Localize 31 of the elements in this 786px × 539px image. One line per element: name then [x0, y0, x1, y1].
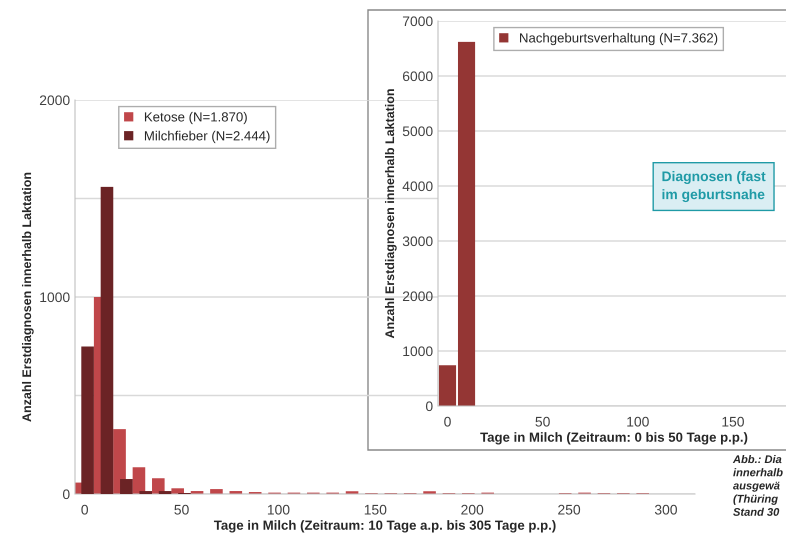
y-tick-label: 2000 [402, 291, 433, 302]
x-tick-label: 150 [722, 416, 744, 427]
y-tick-label: 0 [62, 489, 70, 500]
y-tick-label: 7000 [402, 16, 433, 26]
x-tick-label: 100 [268, 504, 290, 515]
y-tick-label: 5000 [402, 126, 433, 136]
y-tick-label: 0 [426, 401, 433, 412]
x-tick-label: 200 [461, 504, 484, 515]
x-tick-label: 150 [364, 504, 386, 515]
y-axis-title: Anzahl Erstdiagnosen innerhalb Laktation [384, 89, 397, 338]
annotation: Diagnosen (fast im geburtsnahe [662, 171, 766, 202]
y-tick-label: 1000 [403, 346, 433, 356]
x-axis-title: Tage in Milch (Zeitraum: 10 Tage a.p. bis 305 Tage p.p.) [214, 520, 556, 532]
y-tick-label: 4000 [402, 181, 433, 192]
legend-label: Nachgeburtsverhaltung (N=7.362) [520, 32, 718, 46]
legend-label: Milchfieber (N=2.444) [144, 130, 270, 144]
y-tick-label: 6000 [402, 71, 433, 82]
x-tick-label: 300 [654, 504, 677, 515]
x-tick-label: 0 [444, 416, 451, 427]
y-tick-label: 1000 [40, 292, 70, 302]
x-tick-label: 0 [81, 504, 88, 515]
legend-label: Ketose (N=1.870) [144, 112, 247, 124]
x-tick-label: 50 [174, 504, 189, 515]
y-axis-title: Anzahl Erstdiagnosen innerhalb Laktation [22, 172, 34, 422]
x-tick-label: 100 [627, 416, 649, 427]
x-axis-title: Tage in Milch (Zeitraum: 0 bis 50 Tage p.p.) [480, 432, 748, 444]
y-tick-label: 3000 [402, 236, 433, 246]
x-tick-label: 250 [558, 504, 580, 515]
x-tick-label: 50 [535, 416, 550, 427]
y-tick-label: 2000 [40, 95, 70, 106]
text: Abb.: Dia innerhalb ausgewä (Thüring Stand 30 [732, 455, 783, 516]
